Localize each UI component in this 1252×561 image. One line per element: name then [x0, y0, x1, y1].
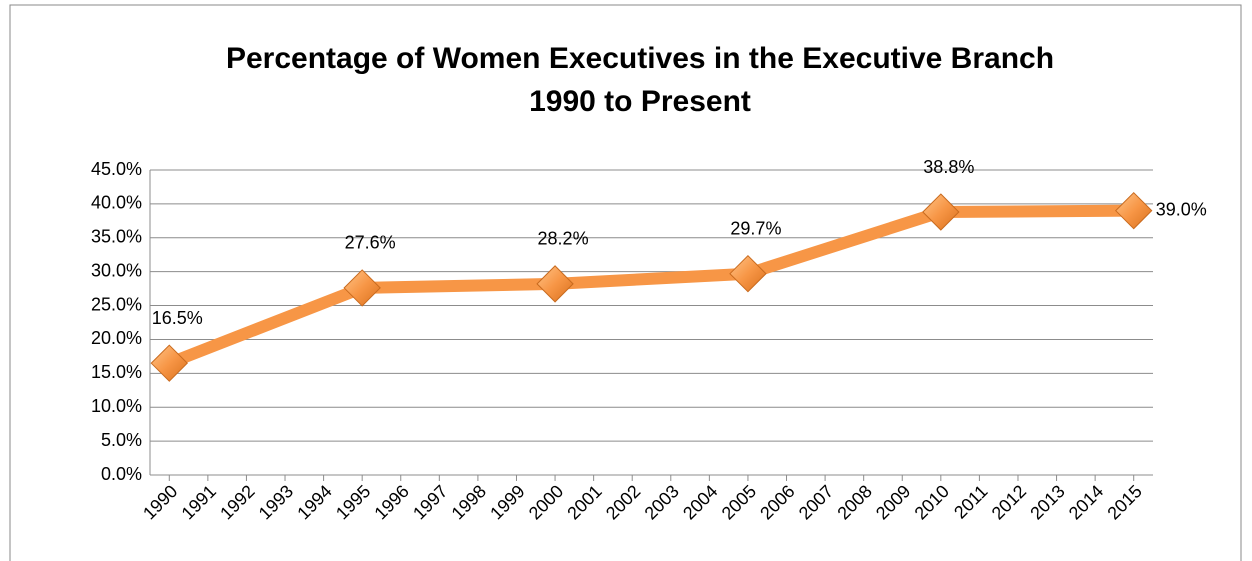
y-tick-label: 10.0% — [91, 396, 142, 416]
x-tick-label: 2011 — [950, 481, 992, 523]
data-label: 38.8% — [923, 157, 974, 177]
chart-border — [9, 4, 1242, 561]
y-tick-label: 45.0% — [91, 159, 142, 179]
x-tick-label: 2014 — [1065, 481, 1107, 523]
data-label: 28.2% — [538, 229, 589, 249]
x-tick-label: 2006 — [756, 481, 798, 523]
data-label: 27.6% — [345, 233, 396, 253]
data-point — [922, 193, 960, 231]
y-tick-label: 5.0% — [101, 430, 142, 450]
x-tick-label: 1994 — [293, 481, 335, 523]
x-tick-label: 1992 — [216, 481, 258, 523]
y-tick-label: 35.0% — [91, 227, 142, 247]
y-tick-label: 25.0% — [91, 294, 142, 314]
data-point — [729, 254, 767, 293]
y-tick-label: 40.0% — [91, 193, 142, 213]
x-tick-label: 2001 — [563, 481, 605, 523]
x-tick-label: 2004 — [679, 481, 721, 523]
y-tick-label: 20.0% — [91, 328, 142, 348]
x-tick-label: 2002 — [602, 481, 644, 523]
data-label: 39.0% — [1156, 199, 1207, 219]
x-tick-label: 2000 — [525, 481, 567, 523]
x-tick-label: 2013 — [1026, 481, 1068, 523]
data-label: 16.5% — [152, 308, 203, 328]
x-tick-label: 2010 — [911, 481, 953, 523]
x-tick-label: 2005 — [718, 481, 760, 523]
data-point — [1115, 191, 1153, 230]
x-tick-label: 1997 — [409, 481, 451, 523]
x-tick-label: 1996 — [370, 481, 412, 523]
y-tick-label: 30.0% — [91, 260, 142, 280]
x-tick-label: 2009 — [872, 481, 914, 523]
x-tick-label: 1991 — [178, 481, 220, 523]
x-tick-label: 2008 — [833, 481, 875, 523]
data-line — [167, 204, 1134, 369]
x-tick-label: 1999 — [486, 481, 528, 523]
x-tick-label: 1998 — [448, 481, 490, 523]
x-tick-label: 2003 — [641, 481, 683, 523]
y-tick-label: 15.0% — [91, 362, 142, 382]
data-point — [343, 269, 381, 307]
y-tick-label: 0.0% — [101, 464, 142, 484]
data-label: 29.7% — [730, 218, 781, 238]
data-point — [150, 344, 188, 382]
chart-title: Percentage of Women Executives in the Ex… — [226, 42, 1054, 75]
x-tick-label: 2012 — [988, 481, 1030, 523]
data-point — [536, 265, 574, 303]
x-tick-label: 1990 — [139, 481, 181, 523]
x-tick-label: 1995 — [332, 481, 374, 523]
x-tick-label: 1993 — [255, 481, 297, 523]
x-tick-label: 2007 — [795, 481, 837, 523]
chart-subtitle: 1990 to Present — [529, 85, 751, 118]
x-tick-label: 2015 — [1103, 481, 1145, 523]
